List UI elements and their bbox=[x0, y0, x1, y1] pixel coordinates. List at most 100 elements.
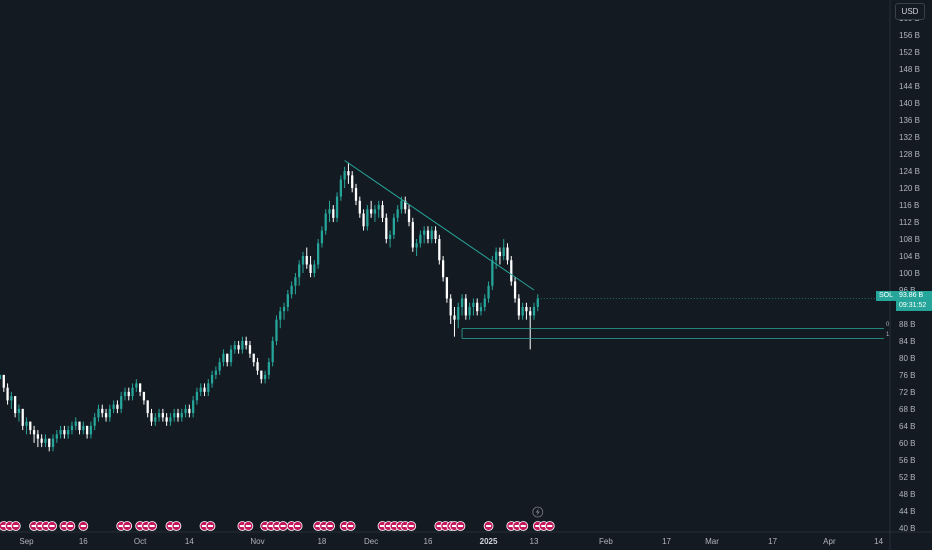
candle-body bbox=[324, 213, 327, 231]
candle-body bbox=[487, 285, 490, 299]
candle-body bbox=[74, 421, 77, 426]
candle-body bbox=[93, 417, 96, 426]
x-tick-label: Dec bbox=[364, 537, 378, 546]
x-tick-label: 18 bbox=[317, 537, 326, 546]
event-badge-bar bbox=[13, 525, 19, 527]
y-tick-label: 144 B bbox=[899, 82, 920, 91]
y-tick-label: 96 B bbox=[899, 286, 915, 295]
split-event-icon bbox=[532, 506, 544, 518]
x-tick-label: 17 bbox=[662, 537, 671, 546]
candle-body bbox=[104, 413, 108, 418]
y-tick-label: 60 B bbox=[899, 439, 915, 448]
candle-body bbox=[332, 209, 335, 218]
fib-level-1-label: 1 bbox=[886, 332, 890, 338]
candle-body bbox=[476, 302, 479, 312]
candle-body bbox=[525, 306, 528, 312]
candle-body bbox=[434, 230, 437, 240]
event-badge-bar bbox=[535, 525, 541, 527]
candle-body bbox=[404, 200, 407, 210]
x-tick-label: 17 bbox=[768, 537, 777, 546]
event-badge-bar bbox=[280, 525, 286, 527]
candle-body bbox=[267, 362, 271, 375]
candle-body bbox=[400, 200, 403, 210]
event-badge-bar bbox=[49, 525, 55, 527]
x-tick-label: Feb bbox=[599, 537, 613, 546]
candle-body bbox=[6, 387, 9, 401]
event-badge-bar bbox=[342, 525, 348, 527]
candle-body bbox=[10, 396, 13, 401]
candle-body bbox=[415, 243, 418, 248]
x-tick-label: 16 bbox=[424, 537, 433, 546]
event-badge-bar bbox=[386, 525, 392, 527]
candle-body bbox=[14, 396, 17, 414]
candle-body bbox=[309, 264, 312, 273]
candle-body bbox=[67, 430, 70, 435]
candle-body bbox=[498, 251, 502, 257]
candle-body bbox=[457, 306, 460, 320]
event-badge-bar bbox=[315, 525, 321, 527]
candle-body bbox=[229, 349, 233, 363]
event-badge-bar bbox=[547, 525, 553, 527]
candle-body bbox=[339, 179, 342, 197]
y-tick-label: 84 B bbox=[899, 337, 915, 346]
candle-body bbox=[396, 209, 399, 218]
candle-body bbox=[40, 438, 43, 443]
candle-body bbox=[210, 374, 214, 384]
candle-body bbox=[366, 209, 369, 227]
candle-body bbox=[135, 383, 138, 388]
candle-body bbox=[146, 400, 149, 414]
currency-button[interactable]: USD bbox=[895, 3, 925, 20]
candle-body bbox=[464, 298, 467, 316]
candle-body bbox=[494, 251, 498, 261]
candle-body bbox=[59, 430, 62, 435]
event-badge-bar bbox=[451, 525, 457, 527]
candle-body bbox=[51, 438, 55, 448]
candle-body bbox=[131, 387, 134, 397]
candle-body bbox=[407, 209, 411, 223]
y-tick-label: 152 B bbox=[899, 48, 920, 57]
candle-body bbox=[161, 413, 164, 418]
candle-body bbox=[347, 171, 350, 176]
event-badge-bar bbox=[262, 525, 268, 527]
candle-body bbox=[517, 298, 520, 316]
candle-body bbox=[214, 370, 218, 375]
candle-body bbox=[305, 256, 308, 265]
candle-body bbox=[222, 353, 225, 363]
candle-body bbox=[358, 200, 361, 214]
candle-body bbox=[335, 196, 339, 218]
event-badge-bar bbox=[327, 525, 333, 527]
y-tick-label: 124 B bbox=[899, 167, 920, 176]
event-badge-bar bbox=[143, 525, 149, 527]
candle-body bbox=[142, 391, 146, 401]
candle-body bbox=[351, 175, 354, 189]
candle-body bbox=[313, 264, 316, 273]
trendline bbox=[344, 160, 535, 291]
event-badge-bar bbox=[321, 525, 327, 527]
candle-body bbox=[282, 306, 286, 312]
candle-body bbox=[17, 408, 21, 414]
event-badge-bar bbox=[268, 525, 274, 527]
candle-body bbox=[32, 430, 36, 435]
symbol-label: SOL bbox=[876, 291, 897, 301]
candle-body bbox=[173, 413, 176, 418]
candle-body bbox=[180, 413, 183, 418]
candle-body bbox=[150, 413, 153, 422]
y-tick-label: 44 B bbox=[899, 507, 915, 516]
event-badge-bar bbox=[541, 525, 547, 527]
candle-body bbox=[316, 243, 320, 265]
event-badge-bar bbox=[1, 525, 7, 527]
candle-body bbox=[354, 188, 358, 201]
price-values: 93.86 B 09:31:52 bbox=[896, 291, 932, 311]
candle-body bbox=[343, 171, 346, 180]
y-tick-label: 52 B bbox=[899, 473, 915, 482]
event-badge-bar bbox=[208, 525, 214, 527]
candle-body bbox=[460, 298, 464, 307]
x-tick-label: 13 bbox=[530, 537, 539, 546]
candle-body bbox=[169, 417, 172, 422]
y-tick-label: 72 B bbox=[899, 388, 915, 397]
x-tick-label: 2025 bbox=[480, 537, 498, 546]
event-badge-bar bbox=[274, 525, 280, 527]
candle-body bbox=[426, 230, 430, 240]
